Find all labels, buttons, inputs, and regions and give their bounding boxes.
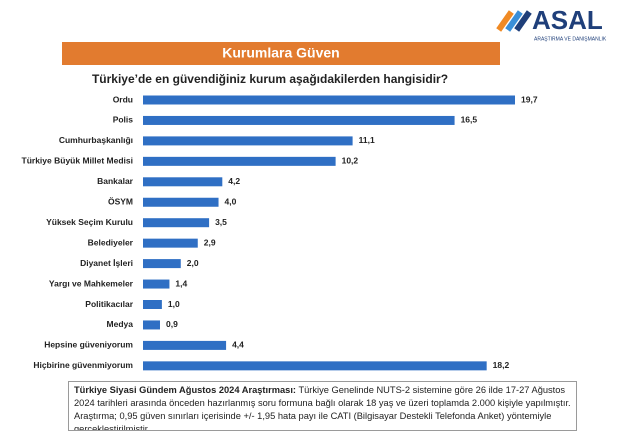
category-label: Medya [107,319,134,329]
bar [143,156,336,166]
value-label: 18,2 [493,360,510,370]
bar [143,361,487,371]
bar [143,115,455,125]
footnote-text: Türkiye Genelinde NUTS-2 sistemine göre … [74,385,571,431]
value-label: 4,2 [228,176,240,186]
category-label: Yargı ve Mahkemeler [49,278,134,288]
value-label: 1,0 [168,299,180,309]
category-label: ÖSYM [108,197,133,207]
bar [143,320,160,330]
bar [143,238,198,248]
category-label: Diyanet İşleri [80,258,133,268]
title-bar [62,42,500,65]
bar [143,218,210,228]
category-label: Politikacılar [85,299,133,309]
value-label: 3,5 [215,217,227,227]
bar [143,177,223,187]
chart-title: Kurumlara Güven [222,45,339,61]
value-label: 19,7 [521,94,538,104]
brand: ASAL [532,5,603,35]
category-label: Ordu [113,94,133,104]
value-label: 4,4 [232,340,244,350]
bar [143,136,353,146]
bar [143,95,515,105]
bar [143,197,219,207]
bar [143,300,162,309]
category-label: Bankalar [97,176,134,186]
category-label: Yüksek Seçim Kurulu [46,217,133,227]
category-label: Hepsine güveniyorum [44,340,133,350]
value-label: 2,0 [187,258,199,268]
value-label: 4,0 [225,197,237,207]
category-label: Cumhurbaşkanlığı [59,135,133,145]
category-label: Polis [113,115,134,125]
chart-subtitle: Türkiye’de en güvendiğiniz kurum aşağıda… [92,72,448,86]
category-label: Hiçbirine güvenmiyorum [33,360,133,370]
value-label: 0,9 [166,319,178,329]
logo-icon [496,10,532,32]
category-label: Belediyeler [88,237,134,247]
footnote-title: Türkiye Siyasi Gündem Ağustos 2024 Araşt… [74,385,297,395]
value-label: 1,4 [175,278,187,288]
value-label: 2,9 [204,237,216,247]
bar [143,279,170,289]
brand-subtitle: ARAŞTIRMA VE DANIŞMANLIK [534,36,607,42]
bar [143,259,181,269]
value-label: 16,5 [461,115,478,125]
bar [143,340,227,350]
value-label: 11,1 [359,135,375,145]
footnote: Türkiye Siyasi Gündem Ağustos 2024 Araşt… [68,381,577,431]
value-label: 10,2 [342,156,359,166]
category-label: Türkiye Büyük Millet Medisi [22,156,133,166]
